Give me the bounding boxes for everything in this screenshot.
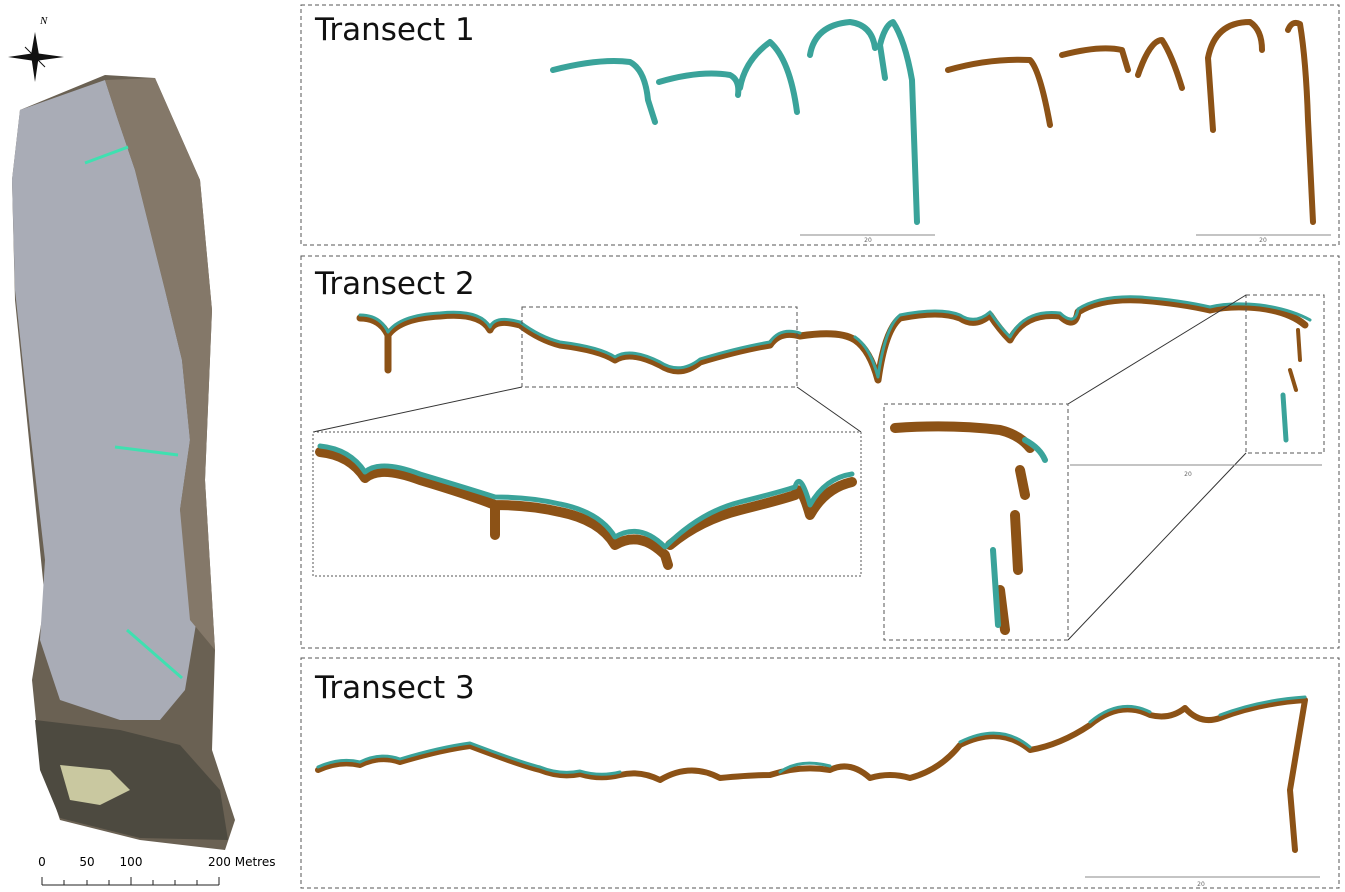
- scale-label: 200 Metres: [208, 855, 275, 869]
- panel-title: Transect 2: [314, 266, 475, 302]
- profile: [318, 700, 1305, 850]
- profile-scale-label: 20: [1259, 237, 1267, 244]
- panel-title: Transect 1: [314, 12, 475, 48]
- scale-label: 100: [120, 855, 143, 869]
- profile-scale-label: 20: [1184, 471, 1192, 478]
- compass: N: [8, 15, 64, 82]
- scale-label: 50: [79, 855, 94, 869]
- north-label: N: [39, 15, 48, 27]
- profile-scale-label: 20: [864, 237, 872, 244]
- profile: [318, 697, 1305, 774]
- profile: [1290, 330, 1300, 390]
- figure: N 0 50 100 200 Metres Transect 1 20 20 T…: [0, 0, 1345, 892]
- profile-scale-label: 20: [1197, 881, 1205, 888]
- profile: [948, 22, 1313, 222]
- scale-label: 0: [38, 855, 46, 869]
- profile: [360, 300, 1305, 380]
- inset: [884, 404, 1068, 640]
- map: [12, 75, 235, 850]
- profile: [553, 22, 917, 222]
- profile: [1283, 395, 1286, 440]
- panel-title: Transect 3: [314, 670, 475, 706]
- scale-bar: 0 50 100 200 Metres: [38, 855, 275, 885]
